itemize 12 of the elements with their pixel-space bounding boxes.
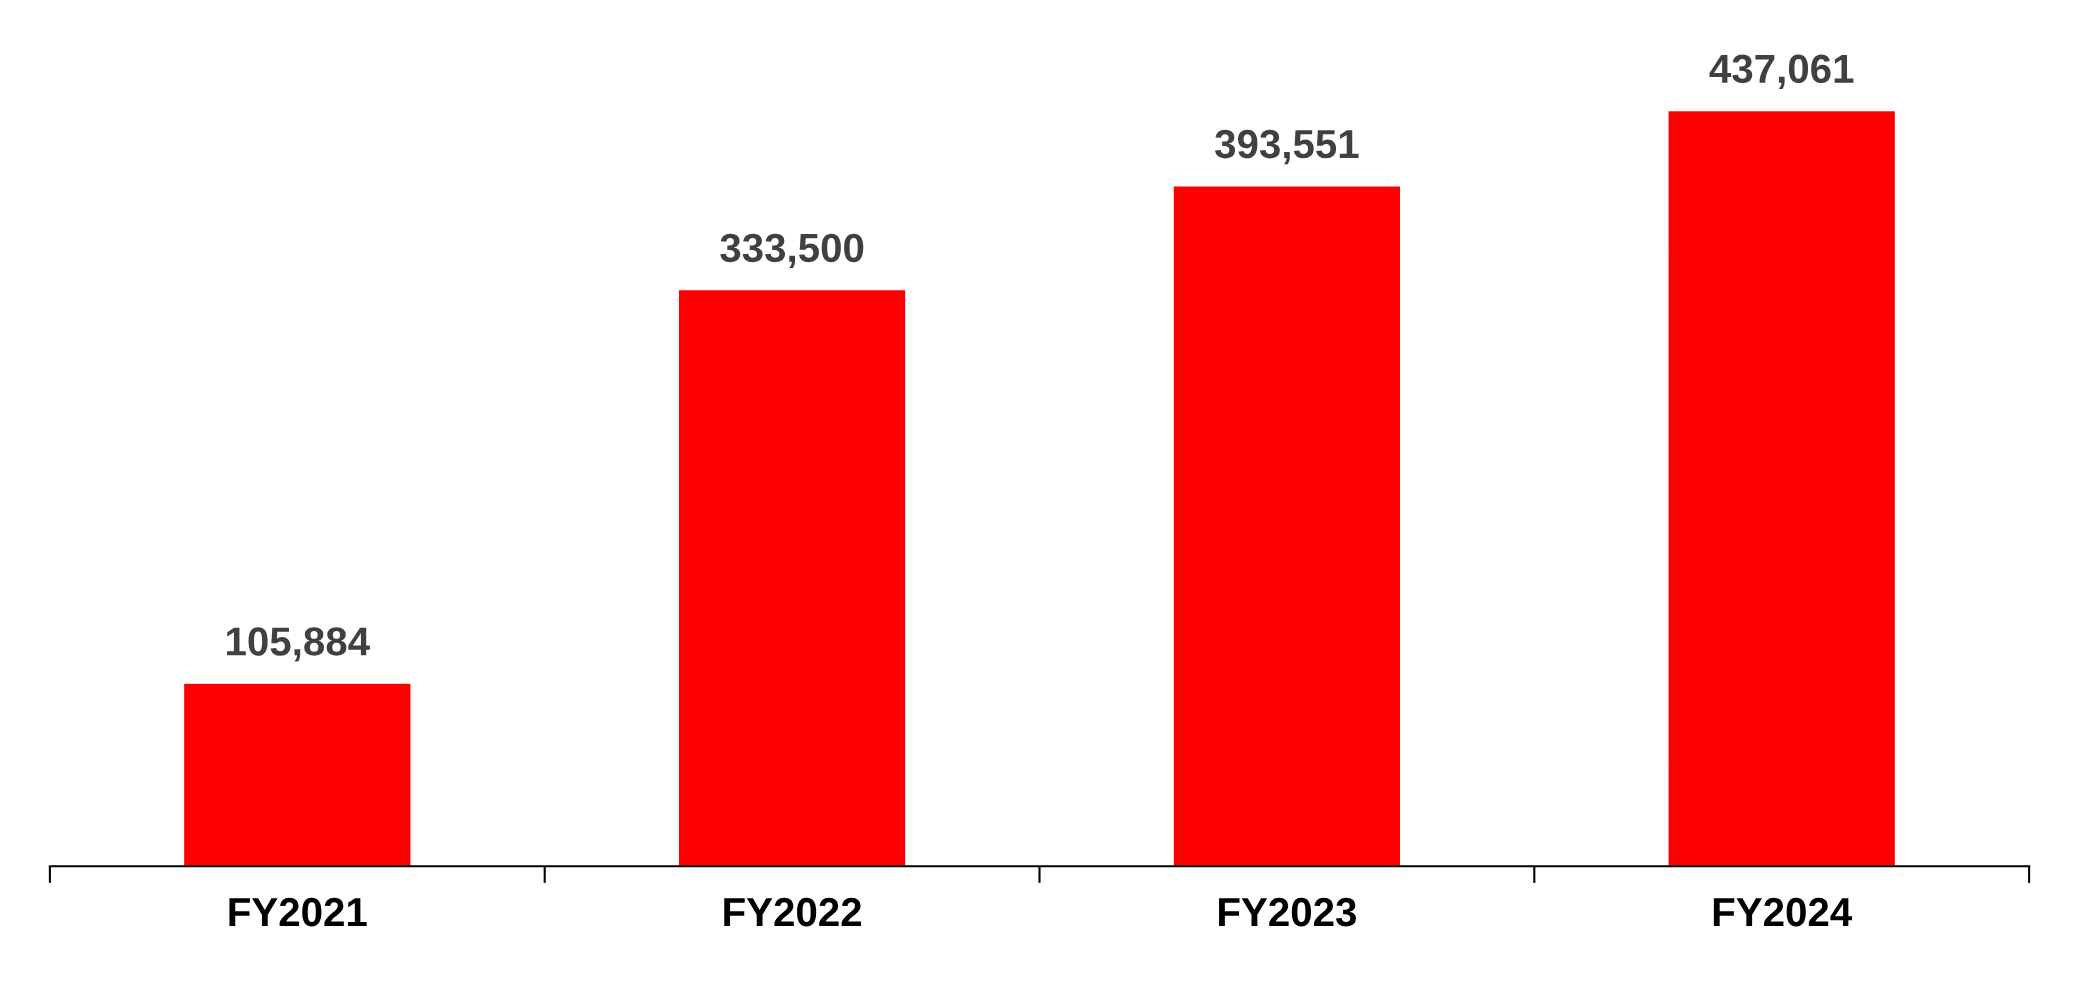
bar xyxy=(677,288,907,867)
bar xyxy=(1172,185,1402,867)
data-label: 393,551 xyxy=(1215,129,1359,165)
data-label: 437,061 xyxy=(1709,54,1854,89)
x-tick-label: FY2023 xyxy=(1219,897,1356,927)
x-tick-label: FY2024 xyxy=(1713,897,1853,927)
x-tick-label: FY2021 xyxy=(229,897,367,927)
data-label: 333,500 xyxy=(720,233,864,268)
bar xyxy=(182,682,412,867)
x-tick-label: FY2022 xyxy=(724,897,862,927)
data-label: 105,884 xyxy=(227,627,370,662)
bar xyxy=(1667,109,1897,867)
